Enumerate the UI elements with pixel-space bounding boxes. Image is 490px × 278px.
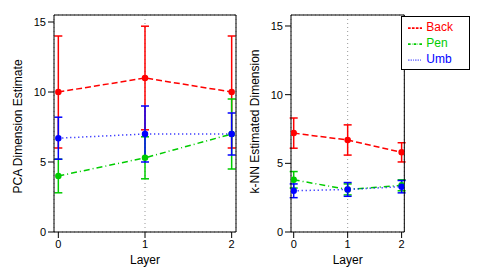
svg-text:2: 2 [399, 238, 405, 250]
svg-text:5: 5 [40, 156, 46, 168]
svg-text:15: 15 [271, 20, 283, 32]
html-text:Back: Back [426, 20, 453, 34]
svg-text:PCA Dimension Estimate: PCA Dimension Estimate [11, 59, 25, 193]
svg-text:1: 1 [345, 238, 351, 250]
svg-text:0: 0 [40, 226, 46, 238]
svg-text:k-NN Estimated Dimension: k-NN Estimated Dimension [248, 49, 262, 193]
svg-text:0: 0 [277, 226, 283, 238]
svg-text:0: 0 [55, 238, 61, 250]
svg-text:Layer: Layer [333, 253, 363, 267]
html-text:Pen: Pen [426, 36, 448, 50]
svg-text:1: 1 [142, 238, 148, 250]
svg-text:10: 10 [34, 86, 46, 98]
svg-text:Layer: Layer [130, 253, 160, 267]
svg-text:0: 0 [291, 238, 297, 250]
html-text:Umb: Umb [426, 52, 452, 66]
svg-text:5: 5 [277, 157, 283, 169]
svg-text:10: 10 [271, 89, 283, 101]
svg-text:15: 15 [34, 16, 46, 28]
svg-text:2: 2 [229, 238, 235, 250]
